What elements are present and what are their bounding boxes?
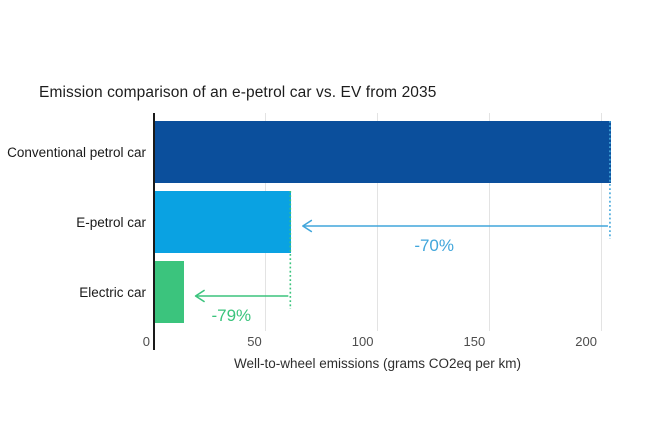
bar-electric-car bbox=[154, 261, 184, 323]
x-tick-0: 0 bbox=[142, 334, 150, 349]
reduction-label--70-: -70% bbox=[414, 236, 454, 255]
category-label-conventional-petrol-car: Conventional petrol car bbox=[7, 144, 146, 160]
bar-conventional-petrol-car bbox=[154, 121, 611, 183]
category-label-e-petrol-car: E-petrol car bbox=[76, 214, 146, 230]
x-tick-100: 100 bbox=[351, 334, 374, 349]
gridline-150 bbox=[488, 113, 490, 331]
arrow-head-icon--70- bbox=[302, 219, 313, 233]
category-label-electric-car: Electric car bbox=[79, 284, 146, 300]
reduction-label--79-: -79% bbox=[211, 306, 251, 325]
bar-e-petrol-car bbox=[154, 191, 292, 253]
arrow-head-icon--79- bbox=[194, 289, 205, 303]
y-axis-line bbox=[153, 113, 155, 350]
x-axis-label: Well-to-wheel emissions (grams CO2eq per… bbox=[233, 356, 522, 371]
x-tick-50: 50 bbox=[247, 334, 262, 349]
x-tick-150: 150 bbox=[463, 334, 486, 349]
gridline-100 bbox=[377, 113, 378, 331]
chart-title: Emission comparison of an e-petrol car v… bbox=[39, 84, 437, 101]
x-tick-200: 200 bbox=[575, 334, 597, 349]
gridline-200 bbox=[600, 113, 602, 331]
